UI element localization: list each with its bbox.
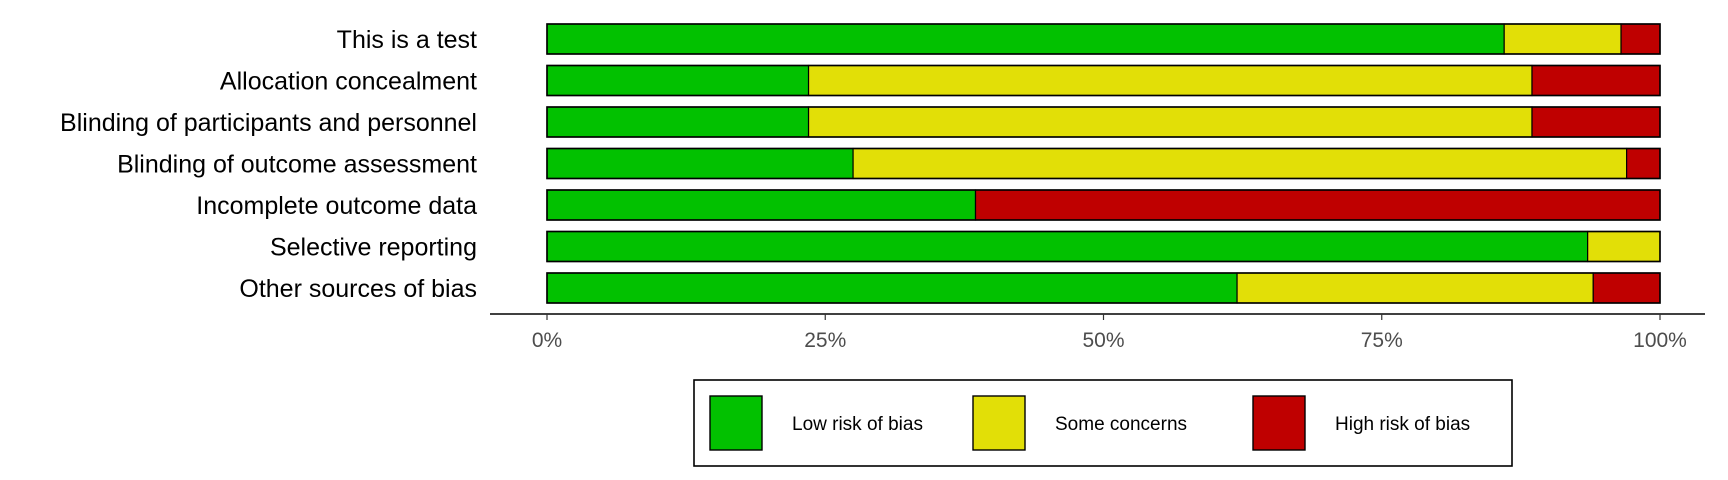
category-label: Incomplete outcome data bbox=[196, 192, 477, 220]
bar-outline bbox=[546, 230, 1661, 263]
bar-outline bbox=[546, 272, 1661, 304]
x-tick-label: 0% bbox=[532, 329, 562, 352]
category-label: Blinding of outcome assessment bbox=[117, 151, 477, 179]
category-label: Allocation concealment bbox=[220, 68, 477, 96]
bar-segment bbox=[1503, 23, 1622, 55]
bar-outline bbox=[546, 106, 1661, 138]
bar-segment bbox=[852, 147, 1628, 180]
bar-segment bbox=[1592, 272, 1661, 304]
bar-segment bbox=[546, 272, 1238, 304]
x-tick-label: 100% bbox=[1633, 329, 1687, 352]
bar-outline bbox=[546, 147, 1661, 180]
legend-label: Low risk of bias bbox=[792, 414, 923, 435]
bar-outline bbox=[546, 64, 1661, 97]
bar-segment bbox=[974, 189, 1661, 221]
category-label: Selective reporting bbox=[270, 234, 477, 262]
legend-label: High risk of bias bbox=[1335, 414, 1470, 435]
x-tick-label: 50% bbox=[1082, 329, 1124, 352]
legend-box bbox=[693, 379, 1513, 467]
legend-key bbox=[709, 395, 763, 451]
bar-segment bbox=[546, 230, 1589, 263]
bar-segment bbox=[1236, 272, 1594, 304]
legend-key bbox=[972, 395, 1026, 451]
bar-segment bbox=[1587, 230, 1661, 263]
bar-segment bbox=[546, 23, 1505, 55]
bar-segment bbox=[546, 64, 810, 97]
category-label: This is a test bbox=[337, 26, 477, 54]
legend: Low risk of bias Some concerns High risk o… bbox=[693, 379, 1513, 467]
bar-outline bbox=[546, 189, 1661, 221]
bar-segment bbox=[1620, 23, 1661, 55]
x-tick-label: 25% bbox=[804, 329, 846, 352]
bar-segment bbox=[1626, 147, 1661, 180]
bar-segment bbox=[1531, 106, 1661, 138]
bars-layer bbox=[546, 23, 1661, 304]
category-label: Blinding of participants and personnel bbox=[60, 109, 477, 137]
category-labels: This is a test Allocation concealment Blin… bbox=[60, 26, 477, 303]
bar-segment bbox=[546, 106, 810, 138]
bar-segment bbox=[807, 64, 1533, 97]
x-axis: 0% 25% 50% 75% 100% bbox=[490, 313, 1705, 352]
bar-segment bbox=[807, 106, 1533, 138]
bar-segment bbox=[1531, 64, 1661, 97]
x-tick-label: 75% bbox=[1361, 329, 1403, 352]
legend-label: Some concerns bbox=[1055, 414, 1187, 435]
bar-segment bbox=[546, 189, 977, 221]
legend-key bbox=[1252, 395, 1306, 451]
bar-segment bbox=[546, 147, 854, 180]
category-label: Other sources of bias bbox=[239, 275, 477, 303]
bar-outline bbox=[546, 23, 1661, 55]
